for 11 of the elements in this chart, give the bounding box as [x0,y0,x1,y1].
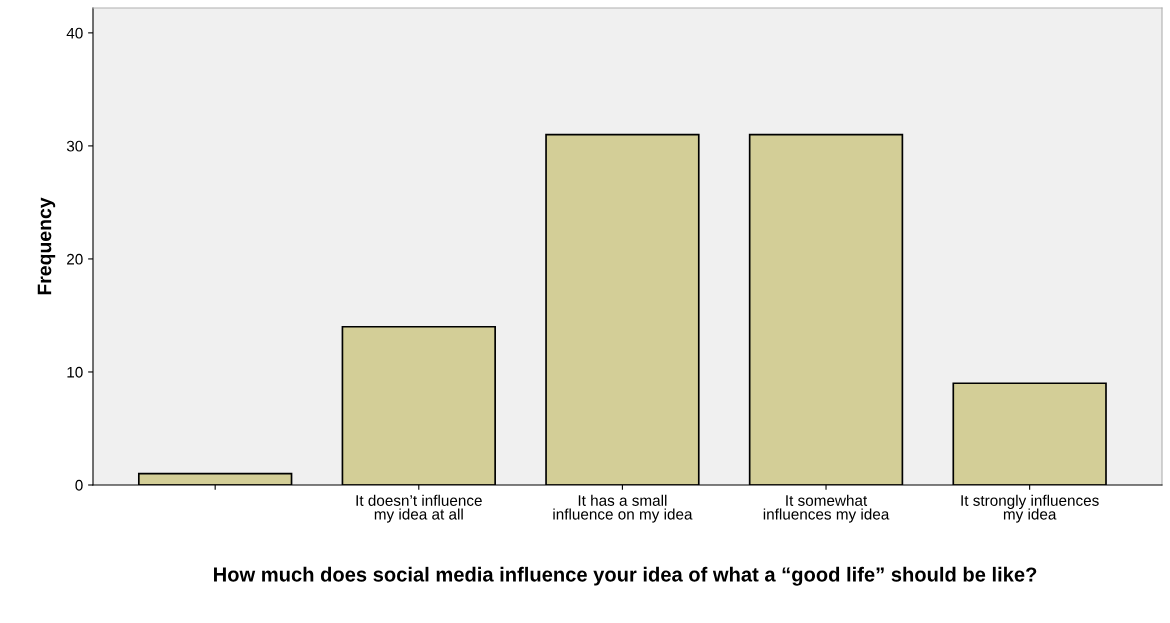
y-tick-label: 30 [66,140,83,152]
y-tick-label: 10 [67,366,83,378]
x-tick-label: It somewhat influences my idea [763,494,890,523]
x-axis-title: How much does social media influence your idea of what a “good life” should be like? [214,566,1037,586]
x-tick-label: It doesn’t influence my idea at all [356,494,482,523]
y-tick-label: 20 [67,253,83,265]
y-axis-title: Frequency [37,197,56,295]
x-tick-label: It has a small influence on my idea [553,494,693,523]
y-tick-label: 40 [66,27,83,39]
y-tick-label: 0 [75,479,83,491]
x-tick-label: It strongly influences my idea [961,494,1099,523]
